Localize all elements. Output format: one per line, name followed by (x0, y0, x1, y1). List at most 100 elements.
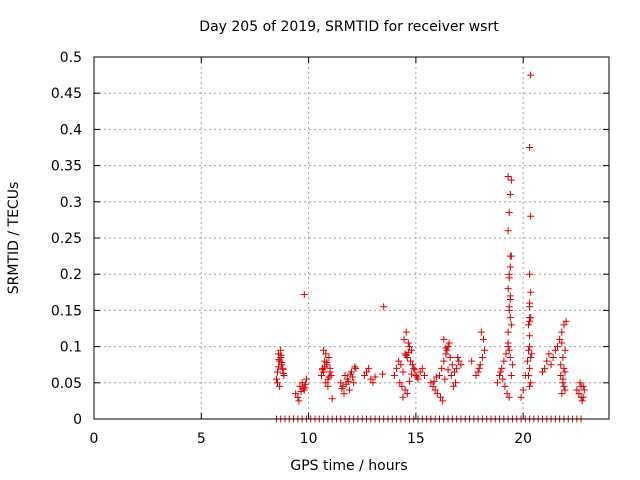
data-point (397, 361, 405, 369)
data-point (298, 379, 306, 387)
data-point (576, 379, 584, 387)
data-point (506, 314, 514, 322)
data-point (300, 290, 308, 298)
data-point (504, 328, 512, 336)
data-point (478, 353, 486, 361)
data-point (446, 353, 454, 361)
data-points (272, 71, 588, 423)
data-point (344, 377, 352, 385)
data-point (322, 379, 330, 387)
data-point (411, 366, 419, 374)
data-point (295, 397, 303, 405)
data-point (453, 364, 461, 372)
data-point (440, 357, 448, 365)
data-point (416, 368, 424, 376)
data-point (440, 335, 448, 343)
data-point (507, 176, 515, 184)
axis-ticks: 0 5 10 15 20 0 0.05 0.1 0.15 0.2 0.25 0.3 0.35 0.4 0.4… (51, 50, 609, 447)
data-point (468, 357, 476, 365)
data-point (403, 390, 411, 398)
data-point (276, 382, 284, 390)
data-point (401, 386, 409, 394)
y-tick-label: 0.1 (60, 340, 82, 356)
data-point (325, 353, 333, 361)
data-point (273, 368, 281, 376)
data-point (523, 357, 531, 365)
data-point (477, 328, 485, 336)
data-point (409, 361, 417, 369)
data-point (349, 373, 357, 381)
data-point (294, 393, 302, 401)
data-point (451, 368, 458, 376)
data-point (405, 343, 413, 351)
data-point (319, 366, 327, 374)
data-point (352, 364, 360, 372)
data-point (505, 393, 513, 401)
data-point (326, 368, 334, 376)
data-point (526, 270, 534, 278)
data-point (504, 285, 512, 293)
data-point (317, 372, 325, 380)
data-point (551, 346, 559, 354)
data-point (525, 372, 533, 380)
data-point (577, 393, 585, 401)
data-point (517, 393, 525, 401)
grid-lines (94, 57, 609, 419)
data-point (562, 317, 570, 325)
data-point (457, 361, 465, 369)
data-point (561, 386, 569, 394)
data-point (527, 212, 535, 220)
y-tick-label: 0.25 (51, 231, 82, 247)
data-point (561, 368, 569, 376)
data-point (279, 369, 287, 377)
data-point (493, 379, 501, 387)
data-point (399, 368, 407, 376)
data-point (447, 372, 455, 380)
data-point (430, 377, 438, 385)
data-point (505, 209, 513, 217)
data-point (444, 366, 452, 374)
data-point (575, 390, 583, 398)
data-point (401, 350, 409, 358)
data-point (526, 303, 534, 311)
data-point (476, 361, 484, 369)
data-point (578, 397, 586, 405)
data-point (561, 346, 569, 354)
plot-frame (93, 56, 610, 420)
data-point (437, 393, 445, 401)
data-point (528, 350, 536, 358)
data-point (504, 227, 512, 235)
data-point (420, 372, 428, 380)
data-point (573, 386, 581, 394)
data-point (393, 364, 401, 372)
data-point (404, 348, 412, 356)
data-point (558, 390, 566, 398)
data-point (379, 370, 387, 378)
data-point (405, 377, 413, 385)
data-point (433, 390, 441, 398)
x-axis-label: GPS time / hours (290, 458, 407, 474)
data-point (380, 303, 388, 311)
y-tick-label: 0.45 (51, 86, 82, 102)
data-point (527, 379, 535, 387)
data-point (526, 343, 534, 351)
data-point (526, 382, 534, 390)
data-point (323, 359, 331, 367)
data-point (507, 372, 515, 380)
y-tick-label: 0.2 (60, 267, 82, 283)
data-point (365, 364, 373, 372)
data-point (418, 364, 426, 372)
data-point (412, 372, 420, 380)
data-point (525, 346, 533, 354)
data-point (474, 368, 482, 376)
data-point (371, 373, 379, 381)
data-point (299, 385, 307, 393)
data-point (320, 346, 328, 354)
data-point (278, 361, 286, 369)
data-point (506, 292, 514, 300)
data-point (413, 373, 421, 381)
data-point (543, 357, 551, 365)
data-point (527, 71, 535, 79)
data-point (507, 321, 515, 329)
data-point (519, 386, 527, 394)
